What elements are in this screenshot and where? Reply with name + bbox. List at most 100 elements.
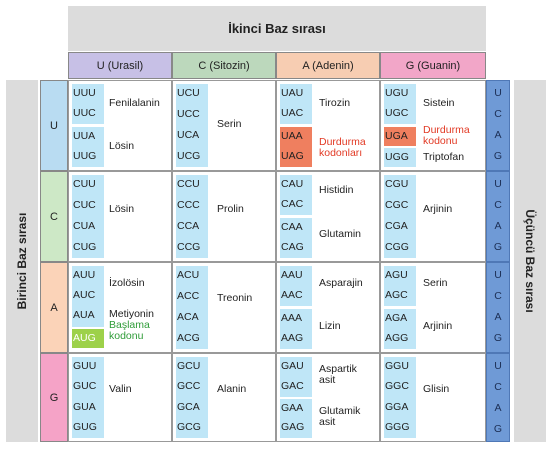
codon-group xyxy=(72,127,104,167)
third-base-letter: G xyxy=(493,150,503,162)
row-header-C: C xyxy=(40,171,68,262)
codon-cell-GU: GUU GUC GUA GUG Valin xyxy=(68,353,172,442)
codon-cell-GA: GAU GAC GAA GAG Aspartik asit Glutamik a… xyxy=(276,353,380,442)
codon: AAU xyxy=(281,269,303,281)
codon-cell-AC: ACU ACC ACA ACG Treonin xyxy=(172,262,276,353)
codon: CGC xyxy=(385,199,409,211)
codon-group xyxy=(72,84,104,124)
codon-group xyxy=(280,84,312,124)
codon: GCA xyxy=(177,401,200,413)
codon-cell-AG: AGU AGC AGA AGG Serin Arjinin xyxy=(380,262,486,353)
codon: CCU xyxy=(177,178,200,190)
third-base-letter: U xyxy=(494,269,502,281)
stop-codon: UAA xyxy=(281,130,303,142)
codon: UGU xyxy=(385,87,409,99)
codon: CUC xyxy=(73,199,96,211)
codon-cell-GG: GGU GGC GGA GGG Glisin xyxy=(380,353,486,442)
codon-group xyxy=(384,175,416,258)
codon-group xyxy=(176,357,208,438)
amino-acid-label: Prolin xyxy=(217,203,244,215)
codon: CAA xyxy=(281,221,303,233)
amino-acid-label: Glutamik asit xyxy=(319,405,361,428)
codon-group xyxy=(280,218,312,258)
codon: GGG xyxy=(385,421,410,433)
second-base-title: İkinci Baz sırası xyxy=(68,6,486,51)
third-base-column-A: U C A G xyxy=(486,262,510,353)
codon: GAC xyxy=(281,380,304,392)
row-header-label: G xyxy=(49,391,59,404)
amino-acid-label: Tirozin xyxy=(319,97,351,109)
codon: UGG xyxy=(385,151,409,163)
codon: GAU xyxy=(281,360,304,372)
amino-acid-label: Sistein xyxy=(423,97,455,109)
codon: ACC xyxy=(177,290,200,302)
third-base-letter: C xyxy=(494,199,502,211)
codon: CCC xyxy=(177,199,200,211)
row-header-U: U xyxy=(40,80,68,171)
third-base-letter: A xyxy=(494,129,502,141)
second-base-title-text: İkinci Baz sırası xyxy=(228,21,326,36)
codon: AAG xyxy=(281,332,304,344)
codon-group xyxy=(280,175,312,215)
codon: GGA xyxy=(385,401,409,413)
third-base-letter: A xyxy=(494,402,502,414)
third-base-title-text: Üçüncü Baz sırası xyxy=(523,209,537,313)
codon: AUA xyxy=(73,309,95,321)
codon: CUG xyxy=(73,241,97,253)
third-base-letter: G xyxy=(493,241,503,253)
row-header-label: C xyxy=(50,210,58,223)
codon: ACU xyxy=(177,269,200,281)
third-base-letter: G xyxy=(493,332,503,344)
codon: CGA xyxy=(385,220,408,232)
first-base-title-text: Birinci Baz sırası xyxy=(15,212,29,310)
codon-group xyxy=(280,309,312,349)
codon: AGG xyxy=(385,332,409,344)
codon: CGG xyxy=(385,241,409,253)
codon: CAU xyxy=(281,178,304,190)
stop-codon-group xyxy=(280,127,312,167)
third-base-letter: C xyxy=(494,108,502,120)
codon: AGU xyxy=(385,269,408,281)
codon-cell-UC: UCU UCC UCA UCG Serin xyxy=(172,80,276,171)
codon: CAC xyxy=(281,198,304,210)
codon: UCC xyxy=(177,108,200,120)
codon-cell-CC: CCU CCC CCA CCG Prolin xyxy=(172,171,276,262)
codon-cell-CA: CAU CAC CAA CAG Histidin Glutamin xyxy=(276,171,380,262)
column-header-U: U (Urasil) xyxy=(68,52,172,79)
amino-acid-label: Glisin xyxy=(423,383,450,395)
start-codon-label: Başlama kodonu xyxy=(109,319,150,342)
codon: ACA xyxy=(177,311,199,323)
codon: UAC xyxy=(281,107,304,119)
third-base-column-G: U C A G xyxy=(486,353,510,442)
codon: UCU xyxy=(177,87,200,99)
codon-cell-UA: UAU UAC UAA UAG Tirozin Durdurma kodonla… xyxy=(276,80,380,171)
amino-acid-label: Asparajin xyxy=(319,277,363,289)
column-header-label: U (Urasil) xyxy=(96,59,144,72)
amino-acid-label: Alanin xyxy=(217,383,247,395)
third-base-title: Üçüncü Baz sırası xyxy=(514,80,546,442)
column-header-A: A (Adenin) xyxy=(276,52,380,79)
codon: CUA xyxy=(73,220,96,232)
codon: CAG xyxy=(281,241,304,253)
amino-acid-label: Lösin xyxy=(109,203,135,215)
codon: ACG xyxy=(177,332,200,344)
amino-acid-label: Fenilalanin xyxy=(109,97,160,109)
column-header-label: C (Sitozin) xyxy=(198,59,250,72)
codon: UUU xyxy=(73,87,96,99)
codon: UGC xyxy=(385,107,409,119)
stop-codon: UGA xyxy=(385,130,408,142)
third-base-column-U: U C A G xyxy=(486,80,510,171)
row-header-G: G xyxy=(40,353,68,442)
amino-acid-label: Glutamin xyxy=(319,228,362,240)
codon: UCG xyxy=(177,150,201,162)
codon: GUU xyxy=(73,360,97,372)
row-header-label: U xyxy=(50,119,58,132)
codon-group xyxy=(384,84,416,124)
codon-group xyxy=(384,148,416,167)
start-codon-group xyxy=(72,329,104,348)
third-base-letter: U xyxy=(494,360,502,372)
codon: AAA xyxy=(281,312,303,324)
column-header-label: G (Guanin) xyxy=(405,59,461,72)
column-header-C: C (Sitozin) xyxy=(172,52,276,79)
codon-cell-AA: AAU AAC AAA AAG Asparajin Lizin xyxy=(276,262,380,353)
